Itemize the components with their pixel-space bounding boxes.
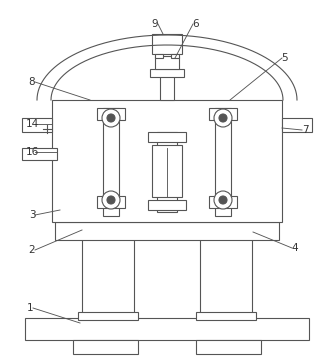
Bar — [73, 340, 138, 354]
Text: 1: 1 — [27, 303, 33, 313]
Bar — [97, 108, 125, 120]
Bar — [150, 69, 184, 77]
Bar — [171, 54, 179, 58]
Bar — [155, 54, 163, 58]
Text: 8: 8 — [29, 77, 35, 87]
Circle shape — [102, 109, 120, 127]
Bar — [22, 148, 57, 160]
Bar — [152, 145, 182, 197]
Text: 7: 7 — [302, 125, 308, 135]
Circle shape — [107, 114, 115, 122]
Bar — [78, 312, 138, 320]
Bar — [209, 108, 237, 120]
Circle shape — [107, 196, 115, 204]
Bar — [200, 238, 252, 318]
Bar — [52, 100, 282, 222]
Bar — [103, 108, 119, 216]
Bar — [160, 72, 174, 100]
Text: 16: 16 — [25, 147, 39, 157]
Text: 3: 3 — [29, 210, 35, 220]
Circle shape — [219, 114, 227, 122]
Bar — [196, 340, 261, 354]
Bar — [148, 200, 186, 210]
Text: 14: 14 — [25, 119, 39, 129]
Bar — [55, 222, 279, 240]
Circle shape — [219, 196, 227, 204]
Circle shape — [214, 191, 232, 209]
Bar — [157, 132, 177, 212]
Circle shape — [102, 191, 120, 209]
Circle shape — [214, 109, 232, 127]
Bar — [22, 118, 52, 132]
Bar — [82, 238, 134, 318]
Text: 2: 2 — [29, 245, 35, 255]
Text: 4: 4 — [292, 243, 298, 253]
Bar — [215, 108, 231, 216]
Bar — [97, 196, 125, 208]
Bar — [282, 118, 312, 132]
Bar — [155, 56, 179, 69]
Text: 9: 9 — [152, 19, 158, 29]
Bar — [209, 196, 237, 208]
Bar — [196, 312, 256, 320]
Text: 5: 5 — [282, 53, 288, 63]
Bar — [148, 132, 186, 142]
Bar — [25, 318, 309, 340]
Text: 6: 6 — [193, 19, 199, 29]
Bar — [152, 34, 182, 54]
